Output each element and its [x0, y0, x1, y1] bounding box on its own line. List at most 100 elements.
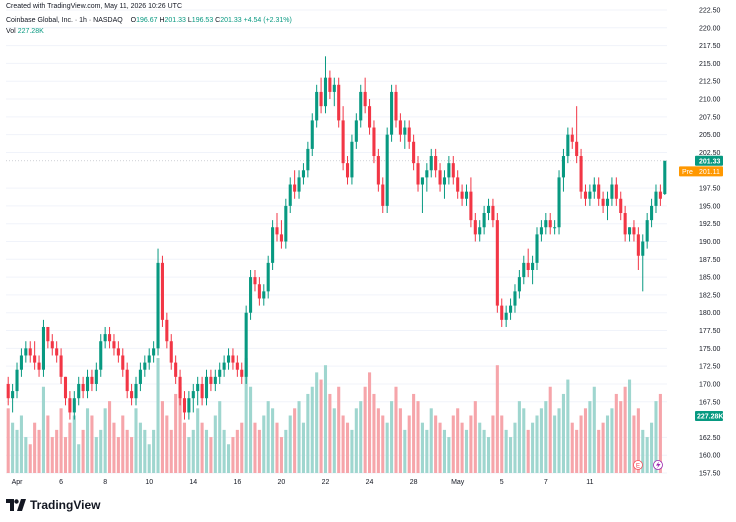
candle[interactable] — [160, 255, 164, 327]
candle[interactable] — [619, 191, 623, 221]
candle[interactable] — [429, 148, 433, 178]
candle[interactable] — [376, 148, 380, 192]
candle[interactable] — [108, 326, 112, 349]
candle[interactable] — [473, 213, 477, 242]
candle[interactable] — [460, 184, 464, 206]
candle[interactable] — [191, 383, 195, 413]
candle[interactable] — [623, 205, 627, 242]
candle[interactable] — [575, 106, 579, 164]
candle[interactable] — [156, 248, 160, 356]
candle[interactable] — [6, 376, 10, 406]
candle[interactable] — [130, 383, 134, 406]
candle[interactable] — [381, 177, 385, 214]
candle[interactable] — [398, 113, 402, 142]
candle[interactable] — [601, 191, 605, 214]
candle[interactable] — [416, 156, 420, 192]
candle[interactable] — [244, 305, 248, 384]
candle[interactable] — [588, 184, 592, 206]
candle[interactable] — [288, 177, 292, 214]
candle[interactable] — [341, 106, 345, 171]
candle[interactable] — [464, 184, 469, 206]
candle[interactable] — [372, 120, 376, 164]
candle[interactable] — [310, 113, 314, 157]
candle[interactable] — [28, 341, 32, 363]
earnings-event-icon[interactable] — [633, 460, 643, 470]
candle[interactable] — [297, 170, 301, 199]
candle[interactable] — [94, 362, 98, 392]
candle[interactable] — [46, 326, 50, 349]
candle[interactable] — [434, 148, 438, 178]
candle[interactable] — [99, 334, 103, 377]
candle[interactable] — [103, 326, 107, 349]
candle[interactable] — [200, 376, 204, 406]
candle[interactable] — [213, 369, 217, 392]
candle[interactable] — [222, 355, 226, 377]
candle[interactable] — [68, 391, 72, 420]
candle[interactable] — [495, 213, 499, 313]
candle[interactable] — [226, 348, 231, 370]
price-axis[interactable]: 222.50 220.00 217.50 215.00 212.50 210.00 207.… — [699, 8, 721, 478]
candle[interactable] — [390, 84, 394, 142]
candle[interactable] — [182, 391, 187, 420]
candle[interactable] — [209, 369, 213, 392]
candle[interactable] — [165, 312, 169, 349]
candle[interactable] — [284, 198, 288, 249]
candle[interactable] — [531, 255, 535, 285]
candle[interactable] — [147, 348, 151, 370]
candle[interactable] — [50, 334, 54, 356]
candle[interactable] — [315, 84, 319, 128]
candle[interactable] — [456, 170, 460, 199]
candle[interactable] — [37, 355, 41, 377]
candle[interactable] — [143, 355, 147, 377]
candle[interactable] — [500, 298, 504, 327]
candle[interactable] — [605, 191, 610, 221]
candle[interactable] — [632, 220, 636, 242]
candle[interactable] — [350, 134, 354, 185]
candle[interactable] — [55, 341, 59, 363]
candle[interactable] — [152, 341, 156, 363]
candle[interactable] — [249, 269, 253, 320]
candle[interactable] — [354, 113, 358, 149]
candle[interactable] — [169, 334, 173, 370]
candle[interactable] — [72, 391, 76, 420]
candle[interactable] — [240, 362, 244, 384]
candle[interactable] — [19, 348, 23, 377]
candle[interactable] — [63, 376, 68, 406]
candle[interactable] — [482, 205, 486, 235]
candle[interactable] — [196, 376, 200, 406]
candle[interactable] — [403, 120, 407, 149]
candle[interactable] — [59, 348, 63, 384]
candle[interactable] — [412, 134, 416, 171]
candle[interactable] — [134, 376, 138, 406]
candle[interactable] — [451, 156, 455, 185]
candle[interactable] — [112, 334, 116, 356]
candle[interactable] — [614, 177, 618, 206]
candle[interactable] — [218, 362, 222, 384]
candle[interactable] — [553, 220, 557, 235]
candle[interactable] — [301, 163, 305, 185]
candle[interactable] — [81, 376, 85, 399]
candle[interactable] — [90, 369, 94, 392]
candle[interactable] — [85, 369, 90, 399]
candle[interactable] — [368, 99, 372, 135]
candle[interactable] — [517, 269, 521, 299]
candle[interactable] — [394, 84, 398, 128]
candle[interactable] — [266, 255, 270, 299]
candle[interactable] — [204, 369, 209, 406]
candle[interactable] — [592, 177, 596, 199]
candle[interactable] — [491, 198, 495, 228]
candle[interactable] — [566, 127, 570, 164]
candle[interactable] — [363, 77, 367, 114]
candle[interactable] — [663, 160, 667, 195]
candle[interactable] — [570, 127, 574, 149]
candle[interactable] — [438, 163, 442, 192]
candle[interactable] — [628, 227, 632, 242]
tradingview-brand[interactable]: TradingView — [6, 498, 100, 512]
candle[interactable] — [636, 227, 640, 270]
candle[interactable] — [583, 184, 588, 206]
candle[interactable] — [77, 376, 81, 406]
candle[interactable] — [15, 362, 19, 399]
candle[interactable] — [271, 220, 275, 270]
candle[interactable] — [610, 177, 614, 206]
time-axis[interactable]: Apr 6 8 10 14 16 20 22 24 28 May 5 7 11 — [12, 479, 594, 486]
